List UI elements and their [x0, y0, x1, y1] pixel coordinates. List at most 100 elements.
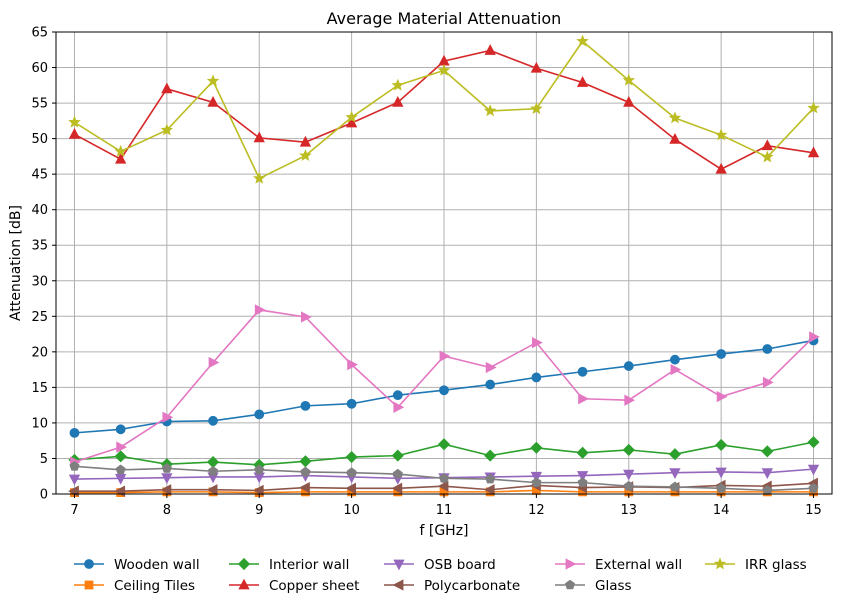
y-tick-label: 5	[40, 452, 48, 467]
y-tick-label: 55	[31, 97, 48, 112]
legend-label: Wooden wall	[114, 557, 200, 573]
data-point	[622, 443, 635, 456]
legend-marker	[392, 579, 404, 591]
legend-item: Ceiling Tiles	[74, 578, 195, 594]
data-point	[208, 465, 219, 476]
data-point	[160, 484, 172, 496]
y-tick-label: 25	[31, 310, 48, 325]
data-point	[622, 73, 636, 86]
legend-label: External wall	[595, 557, 682, 573]
legend-label: Ceiling Tiles	[114, 578, 195, 594]
x-tick-label: 10	[343, 503, 360, 518]
data-point	[391, 482, 403, 494]
data-point	[161, 473, 173, 485]
y-tick-label: 0	[40, 488, 48, 503]
legend-item: Copper sheet	[229, 578, 359, 594]
x-tick-label: 13	[620, 503, 637, 518]
data-point	[208, 415, 218, 426]
data-point	[485, 361, 497, 374]
x-axis-label: f [GHz]	[419, 523, 468, 539]
data-point	[206, 484, 218, 496]
data-point	[114, 144, 127, 157]
data-point	[669, 132, 681, 144]
legend-marker	[238, 578, 250, 590]
data-point	[623, 361, 634, 371]
legend-item: Glass	[555, 578, 632, 594]
data-point	[576, 34, 589, 47]
legend-label: IRR glass	[745, 557, 807, 573]
data-point	[345, 110, 358, 123]
y-tick-label: 50	[31, 132, 48, 147]
data-point	[346, 398, 357, 409]
legend-label: OSB board	[424, 557, 496, 573]
data-point	[578, 393, 589, 405]
legend-item: Wooden wall	[74, 557, 200, 573]
data-point	[254, 304, 266, 316]
data-point	[299, 149, 312, 162]
data-point	[437, 63, 451, 76]
data-point	[668, 111, 682, 124]
data-point	[347, 358, 358, 371]
data-point	[208, 356, 220, 369]
series-wooden-wall	[69, 335, 819, 438]
data-point	[300, 466, 311, 477]
data-point	[393, 401, 405, 413]
data-point	[69, 460, 80, 471]
data-point	[483, 484, 495, 496]
data-point	[68, 474, 81, 486]
data-point	[531, 477, 542, 487]
data-point	[483, 104, 497, 117]
data-point	[761, 468, 773, 480]
data-point	[115, 152, 127, 164]
data-point	[807, 146, 820, 158]
x-tick-label: 11	[436, 503, 453, 518]
data-point	[577, 366, 588, 377]
x-tick-label: 15	[805, 503, 822, 518]
data-point	[392, 96, 404, 107]
data-point	[807, 101, 820, 114]
x-tick-label: 12	[528, 503, 545, 518]
axes: 7 8 9 10 11 12 13 14 15 0 5 10 15 20 25 30 35 40 45 50 55 60 6…	[31, 26, 821, 519]
y-tick-label: 35	[31, 239, 48, 254]
series-layer	[68, 34, 820, 497]
data-point	[530, 61, 543, 73]
data-point	[345, 116, 358, 128]
legend-label: Interior wall	[269, 557, 349, 573]
legend-item: IRR glass	[705, 557, 807, 573]
data-point	[807, 464, 820, 476]
data-point	[391, 78, 405, 91]
data-point	[716, 390, 728, 403]
y-tick-label: 15	[31, 381, 48, 396]
data-point	[530, 441, 543, 454]
data-point	[115, 473, 127, 485]
legend-marker	[564, 579, 576, 590]
data-point	[439, 385, 449, 396]
legend-item: Polycarbonate	[384, 578, 520, 594]
legend-label: Glass	[595, 578, 632, 594]
data-point	[299, 481, 310, 494]
data-point	[576, 446, 589, 459]
data-point	[116, 441, 128, 453]
data-point	[392, 390, 403, 401]
y-tick-label: 60	[31, 61, 48, 76]
data-point	[301, 311, 312, 323]
data-point	[437, 480, 449, 492]
y-tick-label: 30	[31, 274, 48, 289]
x-tick-label: 14	[713, 503, 730, 518]
data-point	[68, 115, 81, 128]
data-point	[346, 467, 357, 477]
data-point	[392, 468, 403, 479]
series-irr-glass	[68, 34, 820, 184]
y-tick-label: 65	[31, 26, 48, 41]
y-tick-label: 45	[31, 168, 48, 183]
legend: Wooden wall Ceiling Tiles Interior wall Cop…	[74, 557, 807, 594]
data-point	[438, 473, 450, 483]
data-point	[115, 424, 126, 435]
data-point	[576, 76, 589, 87]
legend-marker	[565, 558, 577, 570]
data-point	[162, 411, 174, 423]
legend-item: External wall	[555, 557, 682, 573]
data-point	[254, 464, 265, 475]
data-point	[206, 74, 220, 87]
